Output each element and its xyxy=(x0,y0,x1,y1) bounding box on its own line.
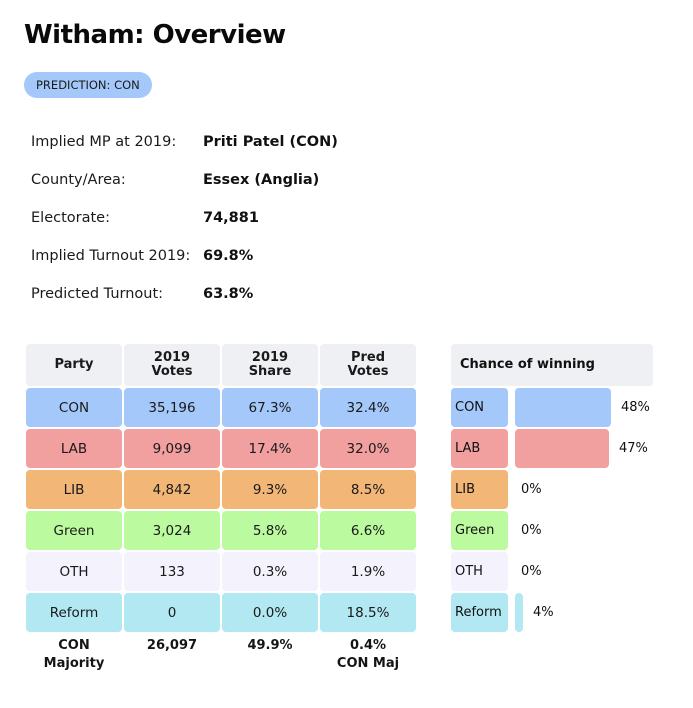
party-cell: OTH xyxy=(26,552,122,591)
majority-label: CON Majority xyxy=(26,637,122,673)
header-party: Party xyxy=(26,344,122,386)
chance-row-con: CON 48% xyxy=(451,388,653,427)
chance-party-label: OTH xyxy=(451,552,508,591)
info-label: County/Area: xyxy=(31,172,126,188)
predicted-majority-party: CON Maj xyxy=(336,656,400,671)
chance-row-lab: LAB 47% xyxy=(451,429,653,468)
majority-share: 49.9% xyxy=(247,638,293,653)
info-label: Implied MP at 2019: xyxy=(31,134,177,150)
chance-row-lib: LIB 0% xyxy=(451,470,653,509)
chance-bar xyxy=(515,429,609,468)
party-cell: LIB xyxy=(26,470,122,509)
results-row-oth: OTH 133 0.3% 1.9% xyxy=(26,552,416,591)
votes-2019-cell: 4,842 xyxy=(124,470,220,509)
header-2019-share: 2019 Share xyxy=(222,344,318,386)
header-pred-votes: Pred Votes xyxy=(320,344,416,386)
share-2019-cell: 0.3% xyxy=(222,552,318,591)
chance-party-label: LAB xyxy=(451,429,508,468)
chance-percent: 48% xyxy=(621,400,650,415)
header-label: Party xyxy=(54,357,94,372)
pred-votes-cell: 6.6% xyxy=(320,511,416,550)
predicted-majority: 0.4% CON Maj xyxy=(320,637,416,673)
header-label: 2019 Share xyxy=(248,350,292,379)
prediction-badge: PREDICTION: CON xyxy=(24,72,152,98)
votes-2019-cell: 9,099 xyxy=(124,429,220,468)
chance-body: CON 48% LAB 47% LIB 0% Green 0% OTH 0% Reform 4% xyxy=(451,388,653,632)
results-row-green: Green 3,024 5.8% 6.6% xyxy=(26,511,416,550)
chance-row-oth: OTH 0% xyxy=(451,552,653,591)
share-2019-cell: 9.3% xyxy=(222,470,318,509)
results-footer: CON Majority 26,097 49.9% 0.4% CON Maj xyxy=(26,637,416,673)
chance-of-winning-table: Chance of winning CON 48% LAB 47% LIB 0% Green… xyxy=(451,344,653,634)
majority-votes: 26,097 xyxy=(146,638,198,653)
chance-percent: 4% xyxy=(533,605,554,620)
chance-row-green: Green 0% xyxy=(451,511,653,550)
results-row-lab: LAB 9,099 17.4% 32.0% xyxy=(26,429,416,468)
pred-votes-cell: 32.4% xyxy=(320,388,416,427)
chance-percent: 0% xyxy=(521,564,542,579)
info-label: Electorate: xyxy=(31,210,110,226)
results-table: Party 2019 Votes 2019 Share Pred Votes CON 3… xyxy=(26,344,416,673)
results-header-row: Party 2019 Votes 2019 Share Pred Votes xyxy=(26,344,416,386)
info-label: Implied Turnout 2019: xyxy=(31,248,191,264)
page-title: Witham: Overview xyxy=(24,20,286,50)
pred-votes-cell: 32.0% xyxy=(320,429,416,468)
info-value: 69.8% xyxy=(203,248,254,264)
results-row-lib: LIB 4,842 9.3% 8.5% xyxy=(26,470,416,509)
info-value: 74,881 xyxy=(203,210,259,226)
share-2019-cell: 17.4% xyxy=(222,429,318,468)
chance-percent: 0% xyxy=(521,482,542,497)
pred-votes-cell: 1.9% xyxy=(320,552,416,591)
share-2019-cell: 0.0% xyxy=(222,593,318,632)
chance-percent: 47% xyxy=(619,441,648,456)
party-cell: LAB xyxy=(26,429,122,468)
chance-party-label: CON xyxy=(451,388,508,427)
share-2019-cell: 67.3% xyxy=(222,388,318,427)
results-row-con: CON 35,196 67.3% 32.4% xyxy=(26,388,416,427)
header-label: Pred Votes xyxy=(347,350,389,379)
predicted-majority-value: 0.4% xyxy=(349,638,387,653)
chance-header: Chance of winning xyxy=(451,344,653,386)
chance-row-reform: Reform 4% xyxy=(451,593,653,632)
results-body: CON 35,196 67.3% 32.4% LAB 9,099 17.4% 32.0% LIB… xyxy=(26,388,416,632)
votes-2019-cell: 35,196 xyxy=(124,388,220,427)
chance-bar xyxy=(515,593,523,632)
results-row-reform: Reform 0 0.0% 18.5% xyxy=(26,593,416,632)
majority-label-text: Majority xyxy=(43,656,105,671)
share-2019-cell: 5.8% xyxy=(222,511,318,550)
chance-party-label: Reform xyxy=(451,593,508,632)
chance-party-label: LIB xyxy=(451,470,508,509)
majority-label-party: CON xyxy=(58,638,90,653)
party-cell: Green xyxy=(26,511,122,550)
chance-bar xyxy=(515,388,611,427)
header-label: 2019 Votes xyxy=(151,350,193,379)
info-value: Priti Patel (CON) xyxy=(203,134,338,150)
votes-2019-cell: 133 xyxy=(124,552,220,591)
chance-party-label: Green xyxy=(451,511,508,550)
info-value: 63.8% xyxy=(203,286,254,302)
chance-percent: 0% xyxy=(521,523,542,538)
votes-2019-cell: 0 xyxy=(124,593,220,632)
votes-2019-cell: 3,024 xyxy=(124,511,220,550)
info-label: Predicted Turnout: xyxy=(31,286,164,302)
info-value: Essex (Anglia) xyxy=(203,172,320,188)
header-2019-votes: 2019 Votes xyxy=(124,344,220,386)
party-cell: Reform xyxy=(26,593,122,632)
pred-votes-cell: 18.5% xyxy=(320,593,416,632)
pred-votes-cell: 8.5% xyxy=(320,470,416,509)
party-cell: CON xyxy=(26,388,122,427)
